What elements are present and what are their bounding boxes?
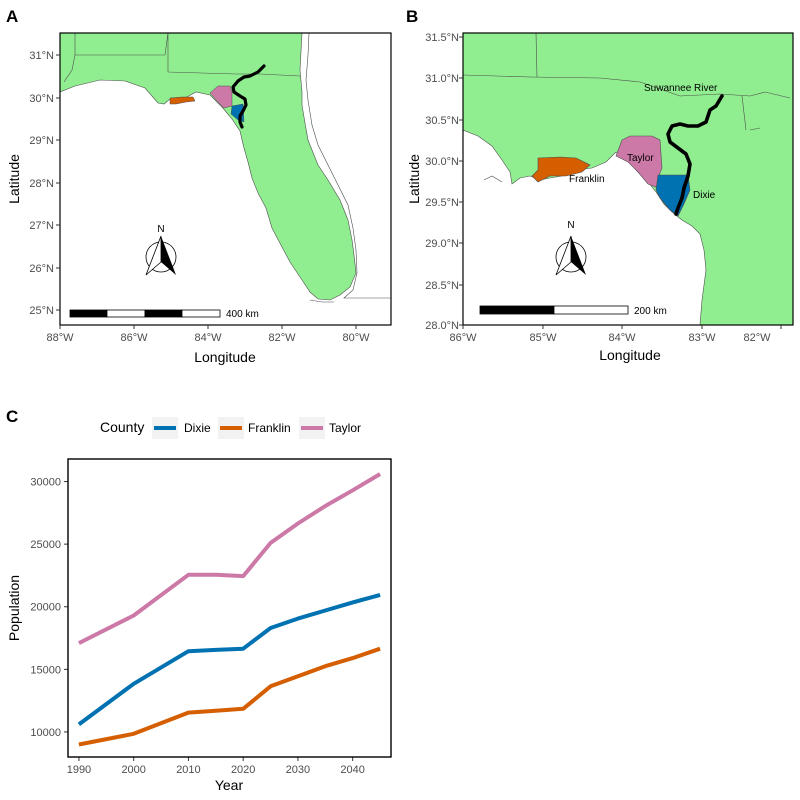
panel-a-letter: A [6, 7, 18, 26]
panel-a-keys [309, 299, 334, 303]
panel-c-chart: 1990 2000 2010 2020 2030 2040 10000 15000 20000 2… [30, 472, 382, 776]
panel-b-frame [462, 32, 794, 326]
panel-c-letter: C [6, 407, 18, 426]
panel-b-y-tick: 28.0°N [425, 320, 459, 332]
panel-a-taylor-county [209, 85, 233, 109]
panel-a-xlabel: Longitude [194, 349, 256, 365]
panel-a-scale-label: 400 km [226, 309, 259, 320]
panel-a-y-tick: 28°N [29, 178, 54, 190]
y-tick-label: 25000 [30, 539, 61, 551]
panel-b-ylabel: Latitude [406, 154, 422, 204]
panel-b-x-tick: 84°W [608, 332, 636, 344]
panel-a-north-label: N [157, 224, 164, 235]
panel-c-ylabel: Population [6, 575, 22, 641]
y-tick-label: 10000 [30, 727, 61, 739]
panel-b-scale-bar: 200 km [479, 305, 667, 317]
panel-a-x-tick: 88°W [46, 332, 74, 344]
panel-b-letter: B [406, 7, 418, 26]
panel-a-y-tick: 31°N [29, 50, 54, 62]
panel-b-x-tick: 85°W [529, 332, 557, 344]
panel-b-y-ticks: 31.5°N 31.0°N 30.5°N 30.0°N 29.5°N 29.0°… [425, 32, 463, 332]
panel-a-suwannee-river [231, 64, 266, 129]
x-tick-label: 2020 [231, 764, 255, 776]
panel-a-frame [59, 32, 392, 326]
panel-b-suwannee-river [666, 94, 724, 216]
legend-label-taylor: Taylor [329, 421, 361, 435]
panel-a-y-tick: 25°N [29, 305, 54, 317]
panel-a-x-tick: 86°W [120, 332, 148, 344]
x-tick-label: 2000 [121, 764, 145, 776]
panel-b-y-tick: 29.5°N [425, 197, 459, 209]
panel-b-xlabel: Longitude [599, 347, 661, 363]
x-tick-label: 2030 [286, 764, 310, 776]
series-line-franklin [78, 646, 381, 747]
panel-b-dixie-label: Dixie [693, 190, 716, 201]
legend-title: County [100, 419, 144, 435]
panel-a-x-ticks: 88°W 86°W 84°W 82°W 80°W [46, 325, 370, 344]
panel-b-franklin-county [531, 156, 591, 183]
panel-a-y-tick: 27°N [29, 220, 54, 232]
panel-a-franklin-county [169, 96, 196, 105]
x-tick-label: 1990 [67, 764, 91, 776]
panel-b-x-ticks: 86°W 85°W 84°W 83°W 82°W [449, 325, 782, 344]
series-line-dixie [77, 592, 381, 727]
panel-a-y-tick: 26°N [29, 263, 54, 275]
panel-b-x-tick: 83°W [688, 332, 716, 344]
panel-b-scale-label: 200 km [634, 306, 667, 317]
series-line-taylor [78, 472, 382, 645]
panel-a-y-tick: 29°N [29, 135, 54, 147]
panel-b-river-label: Suwannee River [644, 83, 718, 94]
panel-a-x-tick: 82°W [268, 332, 296, 344]
panel-b-dixie-county [655, 174, 691, 217]
x-tick-label: 2040 [340, 764, 364, 776]
panel-a-y-ticks: 31°N 30°N 29°N 28°N 27°N 26°N 25°N [29, 50, 60, 317]
y-tick-label: 20000 [30, 602, 61, 614]
panel-c-xlabel: Year [215, 777, 244, 793]
panel-a-x-tick: 80°W [342, 332, 370, 344]
panel-a-x-tick: 84°W [194, 332, 222, 344]
panel-b-river-delta [483, 175, 503, 183]
panel-a-scale-bar: 400 km [69, 309, 259, 320]
panel-b-y-tick: 30.0°N [425, 156, 459, 168]
panel-a-map [60, 33, 391, 325]
panel-b-state-borders [463, 33, 791, 131]
panel-c-frame [67, 458, 392, 758]
panel-a-state-borders [63, 33, 301, 83]
x-tick-label: 2010 [176, 764, 200, 776]
legend-label-franklin: Franklin [248, 421, 291, 435]
legend-label-dixie: Dixie [184, 421, 211, 435]
y-tick-label: 30000 [30, 477, 61, 489]
panel-b-map: Suwannee River Taylor Franklin Dixie [463, 33, 793, 325]
panel-b-north-label: N [567, 220, 574, 231]
panel-b-y-tick: 31.0°N [425, 73, 459, 85]
panel-b-franklin-label: Franklin [569, 174, 605, 185]
panel-a-y-tick: 30°N [29, 93, 54, 105]
panel-b-taylor-label: Taylor [627, 153, 654, 164]
panel-a-ylabel: Latitude [6, 154, 22, 204]
panel-c-legend: County Dixie Franklin Taylor [100, 417, 361, 439]
y-tick-label: 15000 [30, 664, 61, 676]
panel-a-atlantic [302, 33, 391, 299]
panel-b-y-tick: 29.0°N [425, 238, 459, 250]
panel-a-north-arrow: N [145, 224, 177, 276]
panel-b-x-tick: 82°W [743, 332, 771, 344]
panel-b-y-tick: 28.5°N [425, 280, 459, 292]
panel-b-y-tick: 31.5°N [425, 32, 459, 44]
panel-b-y-tick: 30.5°N [425, 115, 459, 127]
panel-b-x-tick: 86°W [449, 332, 477, 344]
panel-b-north-arrow: N [555, 220, 587, 276]
